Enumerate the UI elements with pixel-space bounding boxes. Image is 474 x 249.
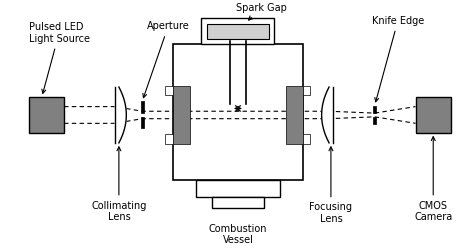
Bar [207, 24, 269, 39]
Bar [373, 106, 376, 113]
Bar [303, 86, 310, 95]
Text: Combustion
Vessel: Combustion Vessel [209, 224, 267, 245]
Bar [303, 134, 310, 144]
Bar [373, 117, 376, 124]
Text: Aperture: Aperture [143, 21, 190, 98]
Bar [173, 86, 190, 144]
Text: Knife Edge: Knife Edge [372, 16, 424, 102]
Text: Pulsed LED
Light Source: Pulsed LED Light Source [29, 22, 90, 93]
Bar [165, 86, 173, 95]
Bar [212, 197, 264, 208]
Text: Spark Gap: Spark Gap [236, 3, 287, 20]
Bar [196, 180, 280, 197]
Text: CMOS
Camera: CMOS Camera [414, 137, 452, 222]
Bar [141, 102, 144, 113]
Bar [286, 86, 303, 144]
Bar [201, 18, 274, 44]
Bar [165, 134, 173, 144]
Text: Collimating
Lens: Collimating Lens [91, 147, 146, 222]
Polygon shape [115, 87, 127, 143]
Bar [29, 97, 64, 133]
Polygon shape [322, 87, 333, 143]
Bar [141, 117, 144, 128]
Text: Focusing
Lens: Focusing Lens [310, 147, 353, 224]
Bar [173, 44, 303, 180]
Bar [416, 97, 451, 133]
